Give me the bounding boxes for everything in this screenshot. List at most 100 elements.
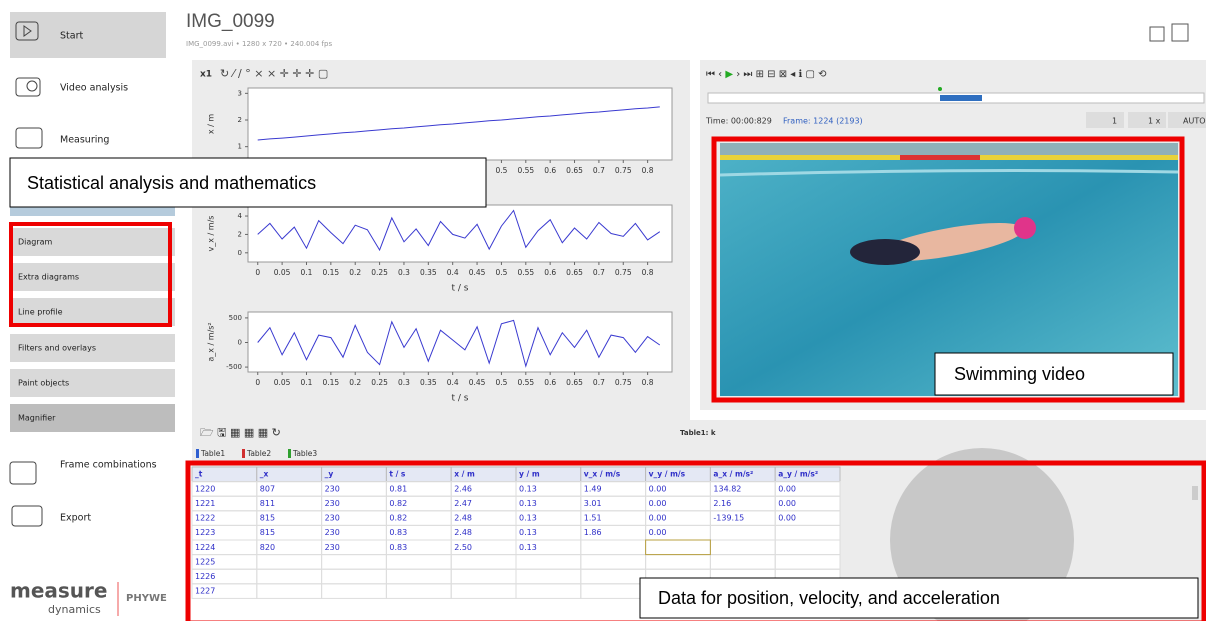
cell-text: 1222 [195,514,215,523]
cell-text: 0.83 [389,528,407,537]
time-label: Time: 00:00:829 [705,117,772,126]
x-tick-label: 0.05 [274,378,291,387]
x-tick-label: 0.8 [642,166,654,175]
cell-text: 807 [260,484,275,493]
x-tick-label: 0.75 [615,166,632,175]
cell-text: 0.00 [649,528,667,537]
column-header-label: y / m [519,469,540,478]
x-tick-label: 0.7 [593,268,605,277]
x-tick-label: 0.65 [566,268,583,277]
plot-area [248,312,672,372]
y-axis-label: a_x / m/s² [207,322,216,361]
column-header-label: a_y / m/s² [778,469,818,478]
annotation: Data for position, velocity, and acceler… [658,588,1000,608]
menu-item[interactable]: Diagram [18,238,53,247]
cell-text: 0.00 [778,499,796,508]
cell-text: 1226 [195,572,215,581]
x-tick-label: 0.5 [495,166,507,175]
cell-text: 2.50 [454,543,472,552]
menu-item[interactable]: Video analysis [60,83,128,94]
cell-text: 230 [325,484,340,493]
cell-text: 1221 [195,499,215,508]
y-tick-label: 2 [238,116,242,124]
step-button[interactable] [1086,112,1124,128]
column-header-label: x / m [454,469,475,478]
x-tick-label: 0 [255,378,260,387]
menu-item[interactable]: Frame combinations [60,460,157,471]
x-tick-label: 0.7 [593,378,605,387]
cell-text: 1.49 [584,484,602,493]
cell-text: 1220 [195,484,215,493]
plot-area [248,88,672,160]
x-tick-label: 0.3 [398,378,410,387]
logo: measure [10,579,107,603]
x-tick-label: 0.6 [544,378,556,387]
zoom-label[interactable]: x1 [200,70,212,80]
file-title: IMG_0099 [186,11,275,32]
tab[interactable]: Table2 [246,449,271,458]
x-tick-label: 0.5 [495,268,507,277]
menu-item[interactable]: Extra diagrams [18,273,79,282]
scrollbar[interactable] [1192,486,1198,500]
x-tick-label: 0.4 [447,378,459,387]
x-tick-label: 0.65 [566,378,583,387]
x-tick-label: 0.05 [274,268,291,277]
x-tick-label: 0.8 [642,378,654,387]
cell-text: 0.81 [389,484,407,493]
app-window: Start Video analysis Measuring Diagram Ex… [0,0,1206,621]
x-tick-label: 0.55 [517,268,534,277]
x-tick-label: 0.55 [517,166,534,175]
layout-button[interactable] [1172,24,1188,41]
cell-text: -139.15 [713,514,744,523]
cell-text: 2.16 [713,499,731,508]
swimmer-cap [1014,217,1036,239]
x-tick-label: 0.25 [371,378,388,387]
menu-item[interactable]: Filters and overlays [18,344,96,353]
x-axis-label: t / s [452,284,469,294]
menu-item[interactable]: Start [60,31,83,42]
cell-text: 0.00 [649,499,667,508]
menu-item[interactable]: Measuring [60,135,109,146]
menu-item[interactable]: Paint objects [18,379,69,388]
x-tick-label: 0.6 [544,166,556,175]
cell-text: 1224 [195,543,215,552]
tab[interactable]: Table3 [292,449,317,458]
cell-text: 0.00 [649,484,667,493]
playhead[interactable] [938,87,942,91]
x-tick-label: 0.3 [398,268,410,277]
cell-text: 134.82 [713,484,741,493]
timeline-selection[interactable] [940,95,982,101]
start-button[interactable] [10,12,166,58]
cell-text: 230 [325,528,340,537]
x-tick-label: 0.7 [593,166,605,175]
cell-text: 2.46 [454,484,472,493]
cell-text: 1.51 [584,514,602,523]
x-tick-label: 0.75 [615,378,632,387]
x-tick-label: 0.1 [301,378,313,387]
player-controls: ⏮ ‹ ▶ › ⏭ ⊞ ⊟ ⊠ ◂ ℹ ▢ ⟲ [706,69,827,80]
x-tick-label: 0.2 [349,268,361,277]
cell-text: 230 [325,499,340,508]
x-tick-label: 0.1 [301,268,313,277]
cell-text: 0.13 [519,528,537,537]
tab-color [242,449,245,458]
menu-item[interactable]: Magnifier [18,414,56,423]
y-tick-label: 1 [238,143,242,151]
menu-item[interactable]: Line profile [18,308,63,317]
swimmer [850,239,920,265]
cell-text: 2.47 [454,499,472,508]
speed-value[interactable]: 1 x [1148,117,1161,126]
x-tick-label: 0.15 [322,268,339,277]
step-value[interactable]: 1 [1112,117,1117,126]
menu-item[interactable]: Export [60,513,91,524]
annotation: Swimming video [954,364,1085,384]
layout-button[interactable] [1150,27,1164,41]
x-axis-label: t / s [452,394,469,404]
y-tick-label: 4 [238,212,243,220]
cell-text: 1225 [195,557,215,566]
column-header-label: _y [325,469,334,478]
auto-label[interactable]: AUTO [1183,117,1206,126]
y-axis-label: x / m [207,114,216,135]
x-tick-label: 0.35 [420,268,437,277]
tab[interactable]: Table1 [200,449,225,458]
